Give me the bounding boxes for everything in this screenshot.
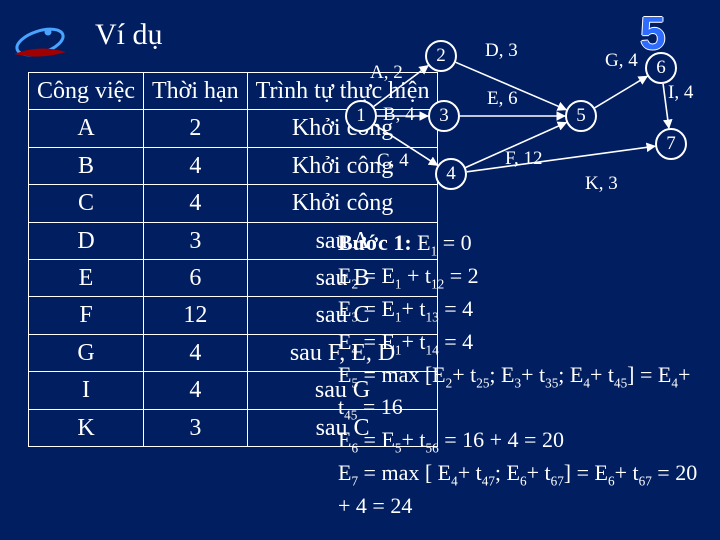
page-title: Ví dụ [95, 18, 163, 52]
edge-label: F, 12 [505, 148, 543, 170]
graph-node-1: 1 [345, 100, 377, 132]
col-header-task: Công việc [29, 73, 144, 110]
logo [10, 20, 70, 69]
edge-label: B, 4 [383, 104, 415, 126]
graph-node-6: 6 [645, 52, 677, 84]
edge-label: I, 4 [668, 82, 693, 104]
edge-label: A, 2 [370, 62, 403, 84]
graph-node-4: 4 [435, 158, 467, 190]
graph-node-7: 7 [655, 128, 687, 160]
col-header-duration: Thời hạn [143, 73, 247, 110]
graph-node-5: 5 [565, 100, 597, 132]
edge-label: E, 6 [487, 88, 518, 110]
edge-label: G, 4 [605, 50, 638, 72]
graph-node-2: 2 [425, 40, 457, 72]
calc-block: Bước 1: E1 = 0E2 = E1 + t12 = 2E3 = E1+ … [338, 228, 698, 522]
edge-label: K, 3 [585, 173, 618, 195]
edge-label: C, 4 [377, 150, 409, 172]
edge-label: D, 3 [485, 40, 518, 62]
network-graph: 1 2 3 4 5 6 7 A, 2 B, 4 C, 4 D, 3 E, 6 F, 12 G, 4 I, 4… [335, 28, 695, 208]
graph-node-3: 3 [428, 100, 460, 132]
